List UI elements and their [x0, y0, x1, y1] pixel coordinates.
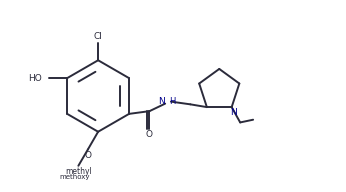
Text: O: O: [84, 151, 91, 160]
Text: N: N: [158, 97, 165, 106]
Text: HO: HO: [28, 74, 42, 83]
Text: N: N: [230, 108, 236, 118]
Text: methoxy: methoxy: [59, 174, 90, 180]
Text: H: H: [169, 97, 176, 106]
Text: Cl: Cl: [94, 32, 102, 41]
Text: O: O: [146, 130, 153, 139]
Text: methyl: methyl: [65, 167, 92, 176]
